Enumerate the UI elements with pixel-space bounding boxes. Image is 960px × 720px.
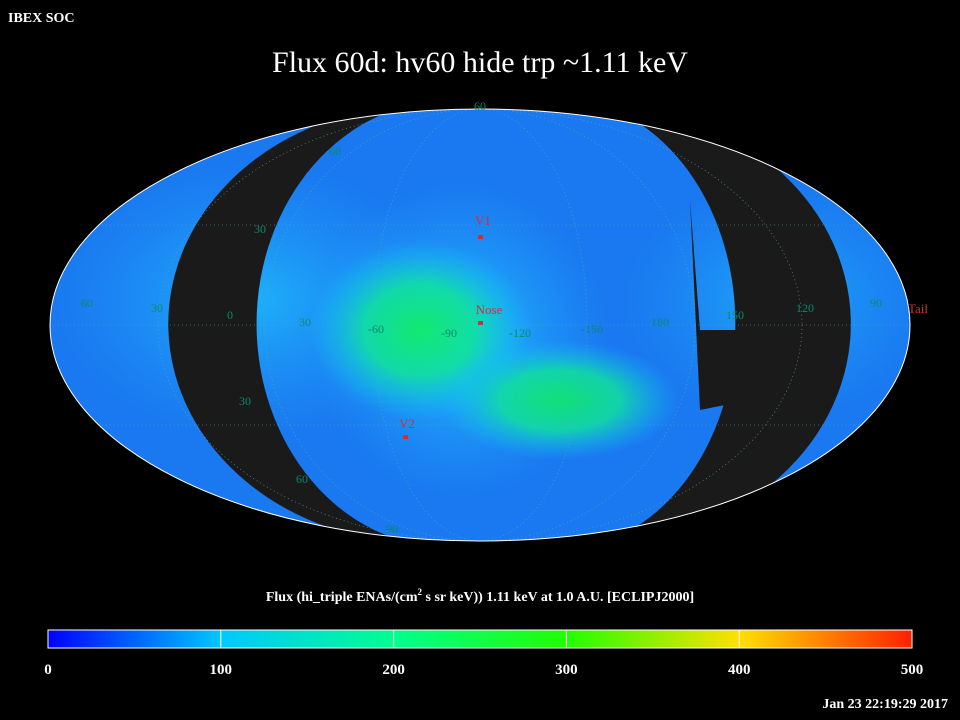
marker-dot	[478, 321, 483, 325]
sky-map	[50, 109, 910, 541]
grid-label: 90	[386, 522, 398, 536]
grid-label: 60	[81, 296, 93, 310]
grid-label: 30	[254, 222, 266, 236]
grid-label: -90	[441, 326, 457, 340]
colorbar-tick-label: 500	[901, 662, 924, 678]
grid-label: 30	[151, 301, 163, 315]
marker-label: V1	[475, 213, 491, 228]
colorbar-tick-label: 100	[210, 662, 233, 678]
marker-dot	[403, 435, 408, 439]
source: IBEX SOC	[8, 11, 75, 26]
grid-label: 120	[796, 301, 814, 315]
colorbar-label-rest: s sr keV)) 1.11 keV at 1.0 A.U. [ECLIPJ2…	[422, 590, 694, 605]
grid-label: -120	[509, 326, 531, 340]
timestamp: Jan 23 22:19:29 2017	[822, 697, 948, 712]
colorbar-label-main: Flux (hi_triple ENAs/(cm	[266, 590, 418, 605]
colorbar-tick-label: 0	[44, 662, 52, 678]
markers: V1 Nose V2 Tail	[399, 213, 928, 439]
grid-labels: 60 60 30 60 30 0 30 -60 -90 -120 -150 18…	[81, 99, 882, 536]
grid-label: 90	[870, 296, 882, 310]
grid-label: 30	[239, 394, 251, 408]
grid-label: 60	[329, 144, 341, 158]
colorbar-tick-label: 400	[728, 662, 751, 678]
colorbar-ticks: 0 100 200 300 400 500	[44, 630, 923, 678]
grid-label: 60	[296, 472, 308, 486]
colorbar-label: Flux (hi_triple ENAs/(cm2 s sr keV)) 1.1…	[266, 587, 694, 605]
grid-label: -150	[581, 322, 603, 336]
grid-label: 0	[227, 308, 233, 322]
marker-label: Tail	[908, 301, 928, 316]
colorbar-tick-label: 200	[382, 662, 405, 678]
grid-label: 30	[299, 315, 311, 329]
grid-label: 60	[474, 99, 486, 113]
colorbar-label-sup: 2	[418, 587, 423, 597]
colorbar-tick-label: 300	[555, 662, 578, 678]
grid-label: 180	[651, 315, 669, 329]
grid-label: -60	[368, 322, 384, 336]
colorbar	[47, 629, 913, 649]
title: Flux 60d: hv60 hide trp ~1.11 keV	[272, 46, 688, 79]
marker-dot	[478, 235, 483, 239]
marker-label: V2	[399, 416, 415, 431]
map-outline	[49, 108, 911, 542]
grid-label: 150	[726, 308, 744, 322]
marker-label: Nose	[476, 302, 503, 317]
